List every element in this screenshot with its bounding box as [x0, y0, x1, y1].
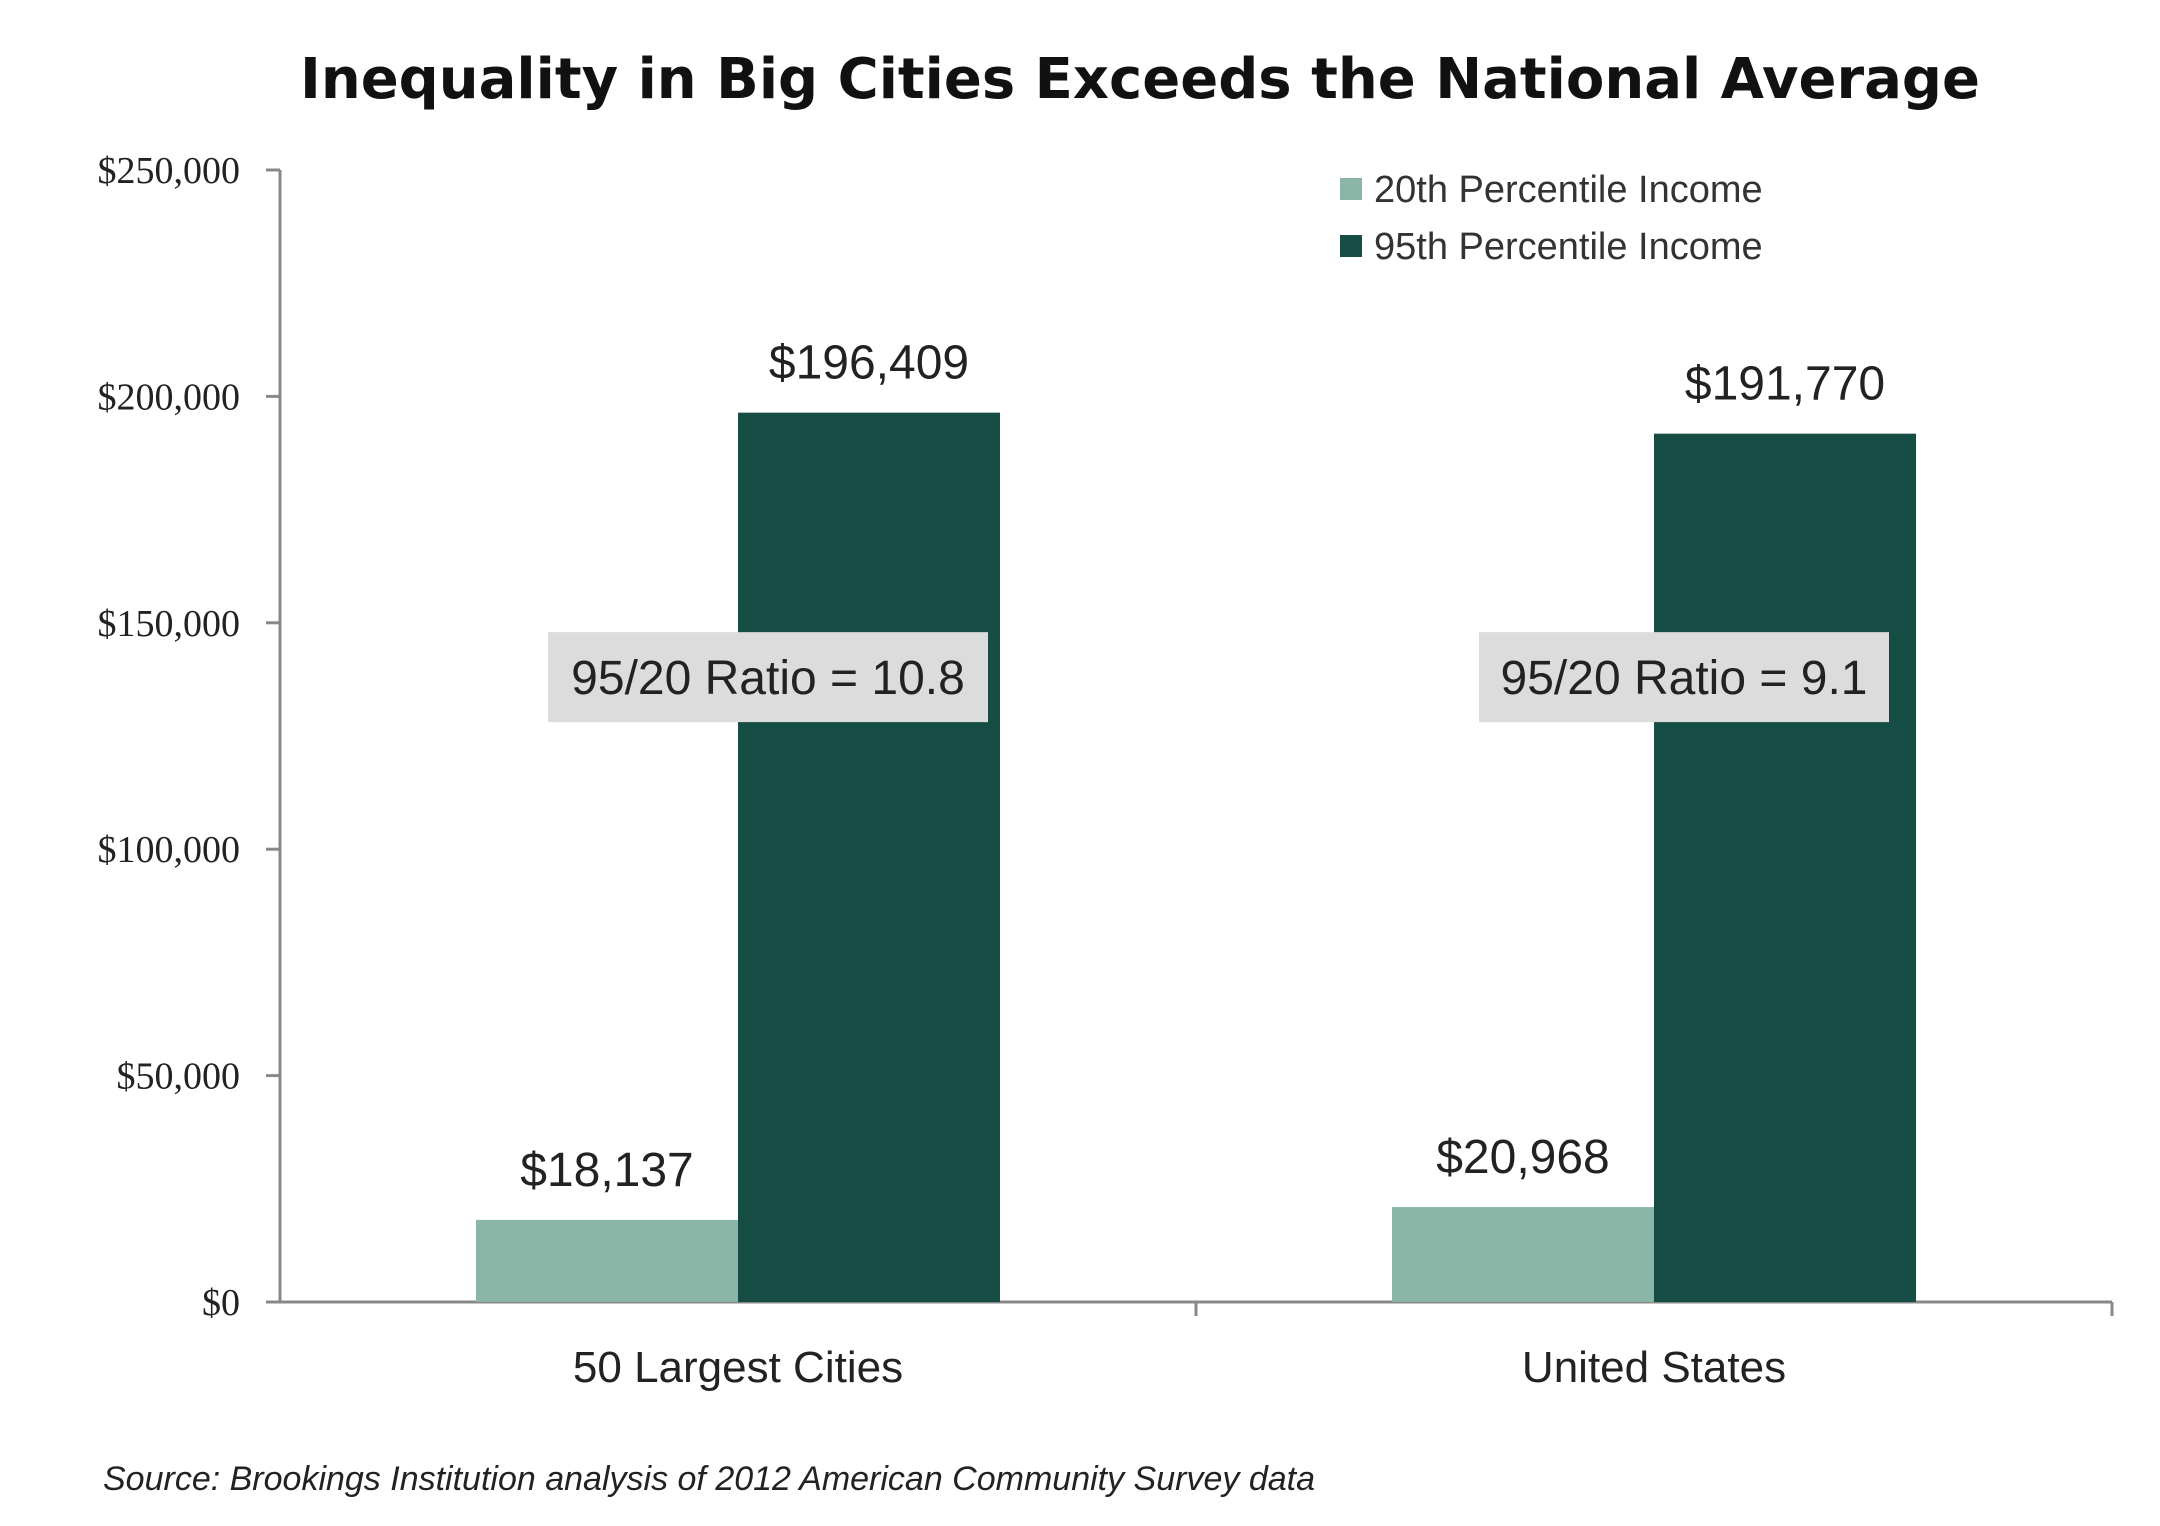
x-category-label: United States [1522, 1343, 1786, 1392]
y-tick-label: $50,000 [117, 1056, 241, 1098]
y-tick-label: $0 [202, 1282, 240, 1324]
ratio-annotation-box [1479, 632, 1889, 723]
bar-value-label: $196,409 [769, 337, 969, 390]
y-tick-label: $100,000 [98, 829, 241, 871]
x-category-label: 50 Largest Cities [573, 1343, 903, 1392]
legend: 20th Percentile Income 95th Percentile I… [1340, 169, 1763, 268]
legend-swatch-20th-percentile [1340, 178, 1362, 200]
bar [476, 1219, 738, 1302]
ratio-annotation-box [548, 632, 988, 723]
bar-value-label: $20,968 [1436, 1131, 1610, 1184]
bars [476, 412, 1916, 1303]
bar-value-label: $191,770 [1685, 358, 1885, 411]
ratio-annotation-label: 95/20 Ratio = 10.8 [571, 652, 965, 705]
ratio-annotation-label: 95/20 Ratio = 9.1 [1501, 652, 1868, 705]
bar [738, 412, 1000, 1302]
category-labels: 50 Largest Cities United States [573, 1343, 1786, 1392]
y-tick-label: $250,000 [98, 150, 241, 192]
bar [1654, 433, 1916, 1303]
legend-label-95th-percentile: 95th Percentile Income [1374, 226, 1763, 268]
ratio-annotations: 95/20 Ratio = 10.8 95/20 Ratio = 9.1 [548, 632, 1889, 723]
source-note: Source: Brookings Institution analysis o… [103, 1460, 1315, 1498]
legend-swatch-95th-percentile [1340, 235, 1362, 257]
bar-value-label: $18,137 [520, 1144, 694, 1197]
y-axis-ticks: $0 $50,000 $100,000 $150,000 $200,000 $250,00… [98, 150, 280, 1324]
legend-label-20th-percentile: 20th Percentile Income [1374, 169, 1763, 211]
chart-title: Inequality in Big Cities Exceeds the Nat… [300, 47, 1980, 112]
y-tick-label: $200,000 [98, 376, 241, 418]
bar [1392, 1207, 1654, 1302]
y-tick-label: $150,000 [98, 603, 241, 645]
value-labels: $18,137 $196,409 $20,968 $191,770 [520, 337, 1885, 1197]
